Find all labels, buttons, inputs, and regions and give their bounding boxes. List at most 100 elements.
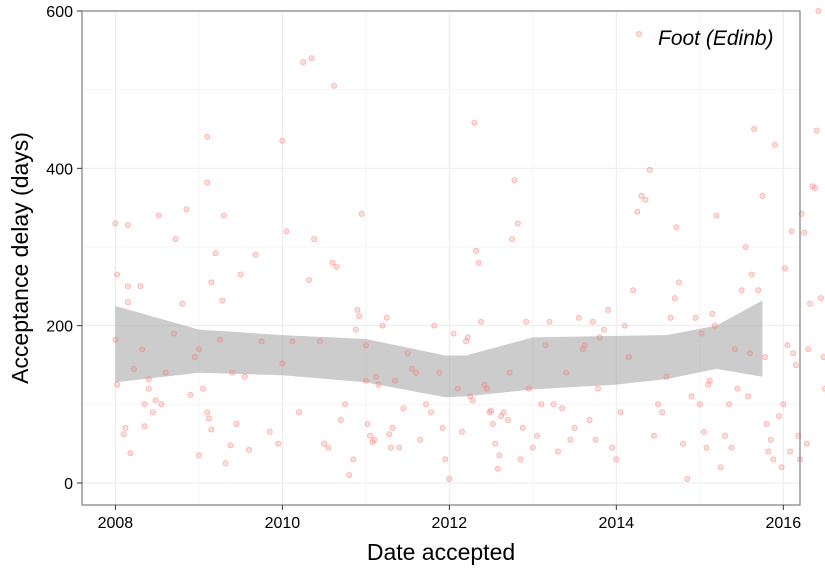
data-point xyxy=(542,342,549,349)
data-point xyxy=(534,432,541,439)
data-point xyxy=(454,385,461,392)
data-point xyxy=(772,141,779,148)
data-point xyxy=(550,401,557,408)
data-point xyxy=(680,440,687,447)
data-point xyxy=(208,426,215,433)
data-point xyxy=(316,338,323,345)
data-point xyxy=(726,401,733,408)
data-point xyxy=(538,401,545,408)
data-point xyxy=(805,346,812,353)
data-point xyxy=(667,314,674,321)
data-point xyxy=(372,373,379,380)
data-point xyxy=(492,440,499,447)
data-point xyxy=(506,369,513,376)
data-point xyxy=(112,336,119,343)
data-point xyxy=(709,310,716,317)
data-point xyxy=(592,436,599,443)
data-point xyxy=(112,220,119,227)
data-point xyxy=(581,342,588,349)
data-point xyxy=(634,208,641,215)
data-point xyxy=(684,475,691,482)
data-point xyxy=(130,365,137,372)
data-point xyxy=(770,456,777,463)
data-point xyxy=(483,385,490,392)
data-point xyxy=(145,385,152,392)
data-point xyxy=(172,236,179,243)
data-point xyxy=(195,346,202,353)
data-point xyxy=(600,326,607,333)
data-point xyxy=(473,247,480,254)
data-point xyxy=(517,456,524,463)
data-point xyxy=(422,401,429,408)
data-point xyxy=(803,440,810,447)
data-point xyxy=(341,401,348,408)
data-point xyxy=(514,220,521,227)
data-point xyxy=(701,428,708,435)
data-point xyxy=(346,472,353,479)
data-point xyxy=(780,401,787,408)
data-point xyxy=(389,424,396,431)
data-point xyxy=(731,346,738,353)
data-point xyxy=(688,393,695,400)
data-point xyxy=(464,334,471,341)
data-point xyxy=(792,361,799,368)
data-point xyxy=(362,377,369,384)
data-point xyxy=(362,342,369,349)
data-point xyxy=(279,137,286,144)
data-point xyxy=(431,322,438,329)
axes: 2008 2010 2012 2014 2016 0 200 400 600 xyxy=(46,4,801,532)
data-point xyxy=(364,420,371,427)
data-point xyxy=(337,416,344,423)
data-point xyxy=(145,376,152,383)
data-point xyxy=(219,297,226,304)
data-point xyxy=(525,385,532,392)
data-point xyxy=(352,326,359,333)
data-point xyxy=(776,413,783,420)
data-point xyxy=(494,465,501,472)
data-point xyxy=(812,184,819,191)
data-point xyxy=(114,271,121,278)
data-point xyxy=(458,428,465,435)
data-point xyxy=(787,448,794,455)
data-point xyxy=(742,243,749,250)
data-point xyxy=(751,126,758,133)
data-point xyxy=(383,314,390,321)
data-point xyxy=(356,313,363,320)
data-point xyxy=(222,460,229,467)
data-point xyxy=(187,391,194,398)
data-point xyxy=(258,338,265,345)
data-point xyxy=(436,369,443,376)
data-point xyxy=(734,385,741,392)
data-point xyxy=(266,428,273,435)
data-point xyxy=(778,464,785,471)
data-point xyxy=(387,444,394,451)
data-point xyxy=(204,179,211,186)
y-tick-label: 0 xyxy=(64,476,73,493)
data-point xyxy=(504,416,511,423)
data-point xyxy=(396,444,403,451)
legend-key-point xyxy=(636,30,643,37)
y-tick-label: 600 xyxy=(46,4,73,21)
data-point xyxy=(325,444,332,451)
data-point xyxy=(738,287,745,294)
data-point xyxy=(696,401,703,408)
data-point xyxy=(755,287,762,294)
data-point xyxy=(706,377,713,384)
data-point xyxy=(208,279,215,286)
data-point xyxy=(183,206,190,213)
data-point xyxy=(511,177,518,184)
data-point xyxy=(358,210,365,217)
data-point xyxy=(596,334,603,341)
data-point xyxy=(713,212,720,219)
data-point xyxy=(817,295,824,302)
x-tick-label: 2014 xyxy=(599,515,635,532)
data-point xyxy=(782,265,789,272)
data-point xyxy=(300,59,307,66)
x-tick-label: 2008 xyxy=(98,515,134,532)
data-point xyxy=(141,401,148,408)
data-point xyxy=(663,373,670,380)
data-point xyxy=(519,424,526,431)
data-point xyxy=(122,424,129,431)
data-point xyxy=(675,279,682,286)
data-point xyxy=(820,354,825,361)
